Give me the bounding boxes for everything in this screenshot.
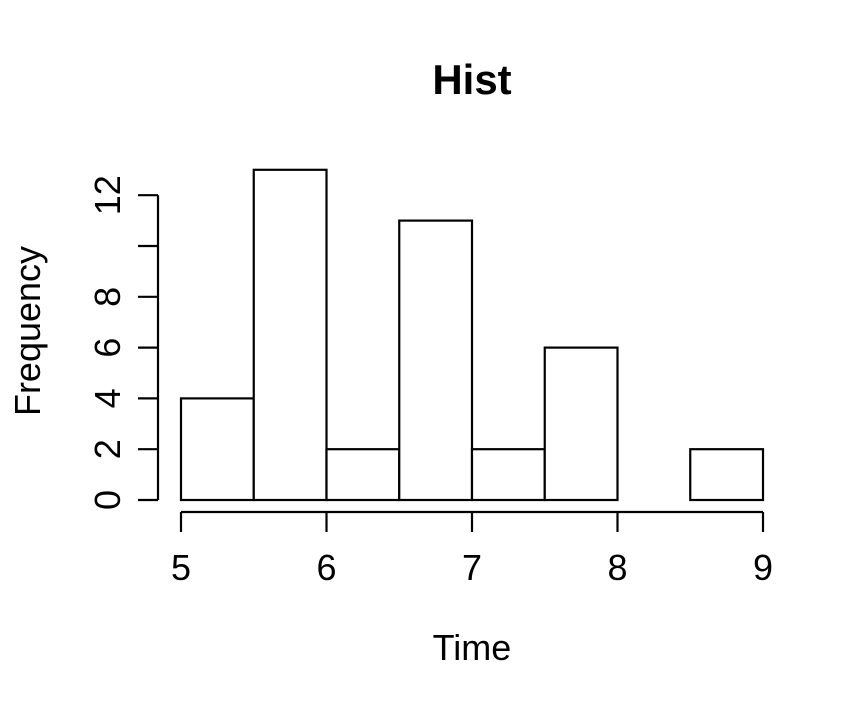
y-tick-label: 6	[87, 338, 128, 358]
x-tick-label: 7	[462, 547, 482, 588]
histogram-bar	[543, 346, 619, 502]
y-tick-label: 2	[87, 439, 128, 459]
histogram-bar	[689, 448, 765, 502]
x-tick-label: 8	[607, 547, 627, 588]
histogram-bar	[398, 219, 474, 502]
y-tick-label: 4	[87, 388, 128, 408]
histogram-bar	[325, 448, 401, 502]
x-tick-label: 6	[316, 547, 336, 588]
histogram-bar	[179, 397, 255, 502]
y-axis-title: Frequency	[7, 246, 48, 416]
x-axis-title: Time	[433, 627, 512, 668]
y-axis: 0 2 4 6 8 12	[87, 175, 160, 510]
chart-title: Hist	[432, 56, 511, 103]
y-tick-label: 12	[87, 175, 128, 215]
histogram-bar	[470, 448, 546, 502]
y-tick-label: 0	[87, 490, 128, 510]
histogram-bar	[252, 168, 328, 502]
y-tick-label: 8	[87, 287, 128, 307]
x-tick-label: 5	[171, 547, 191, 588]
x-tick-label: 9	[753, 547, 773, 588]
histogram-bars	[179, 168, 765, 502]
x-axis: 5 6 7 8 9	[171, 510, 773, 588]
